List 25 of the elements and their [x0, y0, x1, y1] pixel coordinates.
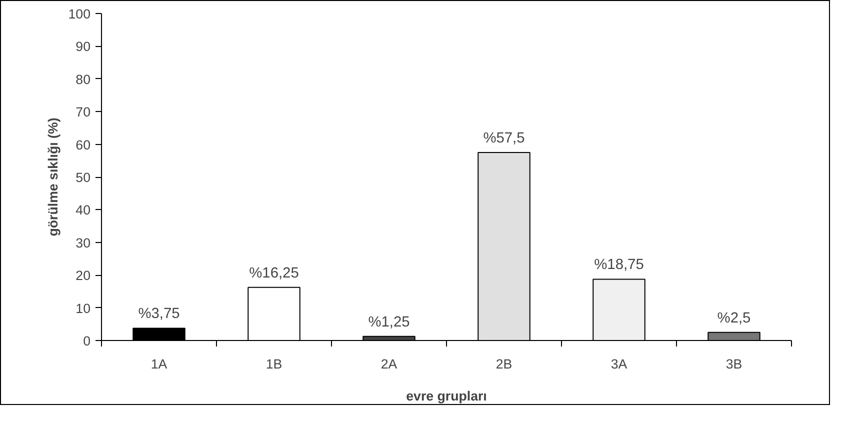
data-label: %16,25 [249, 265, 299, 282]
y-tick-label: 60 [76, 137, 91, 152]
x-tick-label: 1A [150, 356, 168, 372]
y-axis-title: görülme sıklığı (%) [45, 118, 60, 236]
y-tick-label: 20 [76, 268, 91, 284]
y-tick-label: 80 [76, 72, 91, 87]
y-tick-label: 0 [83, 334, 91, 348]
y-tick-label: 10 [76, 300, 91, 316]
data-label: %57,5 [483, 130, 525, 146]
x-tick-label: 3B [726, 356, 742, 372]
x-tick-label: 2B [496, 356, 512, 372]
x-tick-label: 3A [610, 356, 628, 372]
data-label: %2,5 [717, 310, 751, 326]
x-axis-title: evre grupları [406, 388, 487, 404]
y-tick-label: 90 [76, 39, 91, 54]
y-tick-label: 30 [76, 235, 91, 250]
y-tick-label: 100 [68, 6, 91, 22]
data-label: %1,25 [368, 314, 410, 330]
x-tick-label: 2A [380, 356, 398, 372]
x-tick-label: 1B [266, 356, 282, 372]
y-tick-label: 50 [76, 170, 91, 185]
data-label: %3,75 [138, 306, 180, 322]
data-label: %18,75 [594, 257, 644, 274]
y-tick-label: 70 [76, 104, 91, 120]
y-tick-label: 40 [76, 202, 91, 218]
